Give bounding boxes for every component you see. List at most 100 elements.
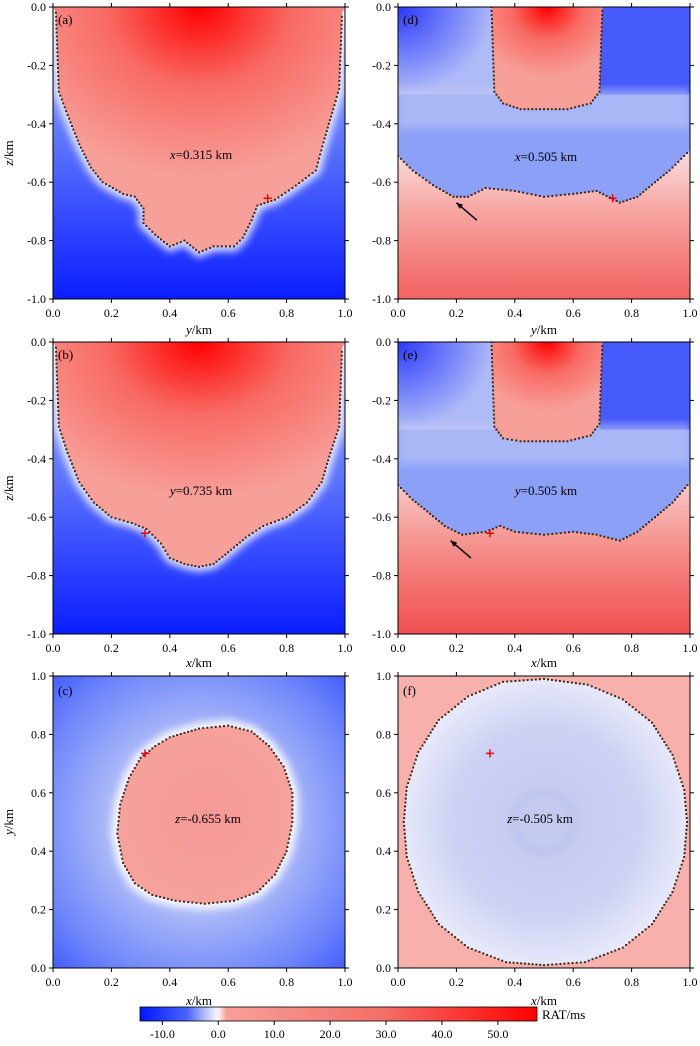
- panel-d: (d) x=0.505 km 0.0 0.2 0.4 0.6 0.8 1.0 0.0 -0.2…: [372, 0, 698, 337]
- ytick-label: -0.6: [27, 510, 46, 524]
- panel-b-label: (b): [58, 347, 73, 362]
- panel-b-annotation: y=0.735 km: [168, 483, 232, 498]
- plot-frame: [52, 6, 346, 300]
- ytick-label: 1.0: [31, 669, 46, 683]
- panel-f-xlabel: x/km: [530, 993, 557, 1008]
- source-point-marker: [263, 194, 272, 203]
- positive-lower-region: [398, 150, 690, 299]
- panel-a: (a) x=0.315 km 0.0 0.2 0.4 0.6 0.8 1.0 0.0 -0.2…: [1, 0, 353, 337]
- xtick-label: 0.6: [566, 641, 581, 655]
- xtick-label: 0.2: [449, 306, 464, 320]
- ytick-label: -0.4: [27, 452, 46, 466]
- xtick-label: 0.2: [449, 975, 464, 989]
- positive-region: [53, 7, 345, 253]
- source-point-marker: [140, 529, 149, 538]
- xtick-label: 0.6: [566, 306, 581, 320]
- panel-c-annotation: z=-0.655 km: [174, 811, 241, 826]
- colorbar-tick-label: 20.0: [320, 1027, 341, 1041]
- plot-frame: [52, 675, 346, 969]
- panel-d-annotation: x=0.505 km: [514, 149, 577, 164]
- ytick-label: 0.6: [376, 786, 391, 800]
- panel-e: (e) y=0.505 km 0.0 0.2 0.4 0.6 0.8 1.0 0.0 -0.2…: [372, 335, 698, 670]
- ytick-label: 0.8: [376, 727, 391, 741]
- panel-c-label: (c): [58, 683, 72, 698]
- xtick-label: 0.0: [46, 975, 61, 989]
- ytick-label: -0.8: [27, 569, 46, 583]
- ytick-label: 0.4: [31, 844, 46, 858]
- ytick-label: 0.0: [376, 961, 391, 975]
- ytick-label: 0.0: [31, 335, 46, 349]
- plot-frame: [397, 675, 691, 969]
- xtick-label: 0.8: [624, 641, 639, 655]
- ytick-label: -1.0: [27, 292, 46, 306]
- positive-upper-region: [491, 7, 603, 110]
- positive-region: [53, 342, 345, 567]
- panel-c-plot: [52, 675, 346, 969]
- colorbar-label: RAT/ms: [542, 1007, 585, 1022]
- ytick-label: -0.2: [27, 58, 46, 72]
- ytick-label: -0.8: [372, 569, 391, 583]
- xtick-label: 0.2: [104, 306, 119, 320]
- boundary-dots: [54, 11, 343, 254]
- lower-boundary-dots: [398, 484, 689, 542]
- plot-frame: [52, 341, 346, 635]
- negative-region: [403, 678, 688, 966]
- ytick-label: -0.2: [372, 58, 391, 72]
- ytick-label: 0.6: [31, 786, 46, 800]
- xtick-label: 0.6: [221, 975, 236, 989]
- boundary-dots: [116, 724, 294, 905]
- xtick-label: 0.4: [507, 641, 522, 655]
- plot-frame: [397, 341, 691, 635]
- colorbar-gradient: [139, 1006, 538, 1022]
- xtick-label: 0.8: [279, 306, 294, 320]
- xtick-label: 0.4: [162, 641, 177, 655]
- panel-c-ylabel: y/km: [1, 809, 16, 837]
- xtick-label: 0.2: [449, 641, 464, 655]
- xtick-label: 0.6: [566, 975, 581, 989]
- feature-arrow: [450, 539, 472, 559]
- upper-boundary-dots: [490, 7, 604, 111]
- positive-region: [117, 725, 293, 904]
- xtick-label: 0.2: [104, 975, 119, 989]
- xtick-label: 0.0: [46, 641, 61, 655]
- panel-c-xlabel: x/km: [185, 993, 212, 1008]
- colorbar-tick-label: 10.0: [264, 1027, 285, 1041]
- boundary-dots: [402, 677, 689, 967]
- ytick-label: -0.4: [372, 117, 391, 131]
- ytick-label: -0.2: [27, 393, 46, 407]
- xtick-label: 0.0: [391, 975, 406, 989]
- xtick-label: 0.0: [46, 306, 61, 320]
- xtick-label: 0.6: [221, 306, 236, 320]
- xtick-label: 0.0: [391, 641, 406, 655]
- xtick-label: 0.2: [104, 641, 119, 655]
- xtick-label: 0.6: [221, 641, 236, 655]
- panel-a-plot: [52, 6, 346, 300]
- xtick-label: 1.0: [683, 975, 698, 989]
- ytick-label: -1.0: [27, 627, 46, 641]
- panel-d-label: (d): [403, 12, 418, 27]
- ytick-label: -0.8: [372, 234, 391, 248]
- ytick-label: 0.0: [376, 0, 391, 14]
- panel-b-ylabel: z/km: [1, 475, 16, 501]
- panel-e-xlabel: x/km: [530, 655, 557, 670]
- ytick-label: 1.0: [376, 669, 391, 683]
- positive-upper-region: [491, 342, 603, 442]
- colorbar-tick-label: 40.0: [431, 1027, 452, 1041]
- colorbar-tick-label: 0.0: [211, 1027, 226, 1041]
- panel-c: (c) z=-0.655 km 0.0 0.2 0.4 0.6 0.8 1.0 1.0 0.8…: [1, 669, 353, 1008]
- colorbar-tick-label: 50.0: [487, 1027, 508, 1041]
- panel-a-annotation: x=0.315 km: [169, 147, 232, 162]
- ytick-label: -0.6: [372, 510, 391, 524]
- source-point-marker: [608, 194, 617, 203]
- panel-f: (f) z=-0.505 km 0.0 0.2 0.4 0.6 0.8 1.0 1.0 0.8…: [376, 669, 698, 1008]
- source-point-marker: [140, 749, 149, 758]
- panel-e-label: (e): [403, 347, 417, 362]
- source-point-marker: [485, 749, 494, 758]
- boundary-dots: [54, 346, 343, 568]
- xtick-label: 1.0: [338, 641, 353, 655]
- ytick-label: -0.8: [27, 234, 46, 248]
- xtick-label: 0.4: [162, 306, 177, 320]
- panel-b-plot: [52, 341, 346, 635]
- panel-d-xlabel: y/km: [529, 322, 557, 337]
- lower-boundary-dots: [398, 152, 689, 204]
